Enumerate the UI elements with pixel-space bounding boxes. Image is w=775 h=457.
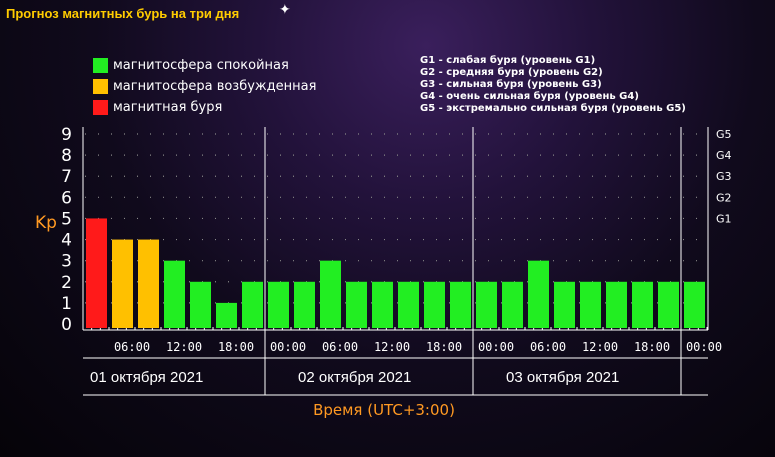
- time-tick-label: 18:00: [634, 340, 670, 354]
- kp-bar: [502, 281, 523, 328]
- y-tick-label: 5: [61, 209, 72, 229]
- y-tick-label: 9: [61, 125, 72, 145]
- sparkle-icon: ✦: [279, 2, 291, 18]
- page-title: Прогноз магнитных бурь на три дня: [6, 6, 240, 21]
- kp-bar: [242, 281, 263, 328]
- kp-bar: [190, 281, 211, 328]
- legend: магнитосфера спокойная магнитосфера возб…: [93, 55, 316, 118]
- g-tick-label: G4: [716, 149, 732, 162]
- legend-swatch-storm: [93, 100, 108, 115]
- g-level-g3: G3 - сильная буря (уровень G3): [420, 79, 602, 90]
- kp-bar: [86, 218, 107, 328]
- legend-item-storm: магнитная буря: [93, 97, 316, 118]
- g-tick-label: G1: [716, 212, 732, 225]
- kp-bar: [632, 281, 653, 328]
- day-label: 03 октября 2021: [506, 369, 619, 386]
- time-tick-label: 12:00: [582, 340, 618, 354]
- kp-bar: [398, 281, 419, 328]
- kp-bar: [606, 281, 627, 328]
- legend-label: магнитосфера спокойная: [113, 58, 289, 73]
- kp-bar: [580, 281, 601, 328]
- g-level-legend: G1 - слабая буря (уровень G1) G2 - средн…: [420, 55, 686, 115]
- y-tick-label: 6: [61, 188, 72, 208]
- kp-bar: [684, 281, 705, 328]
- kp-bar: [450, 281, 471, 328]
- g-tick-label: G2: [716, 191, 732, 204]
- time-tick-label: 06:00: [322, 340, 358, 354]
- legend-swatch-quiet: [93, 58, 108, 73]
- kp-bar: [164, 260, 185, 328]
- time-tick-label: 00:00: [478, 340, 514, 354]
- g-level-g2: G2 - средняя буря (уровень G2): [420, 67, 603, 78]
- time-tick-label: 06:00: [114, 340, 150, 354]
- kp-bar: [268, 281, 289, 328]
- legend-item-active: магнитосфера возбужденная: [93, 76, 316, 97]
- time-tick-label: 00:00: [686, 340, 722, 354]
- legend-item-quiet: магнитосфера спокойная: [93, 55, 316, 76]
- g-level-g4: G4 - очень сильная буря (уровень G4): [420, 91, 639, 102]
- time-tick-label: 12:00: [374, 340, 410, 354]
- kp-bar: [346, 281, 367, 328]
- y-axis-label: Kp: [35, 213, 57, 233]
- kp-bar: [476, 281, 497, 328]
- day-label: 02 октября 2021: [298, 369, 411, 386]
- day-label: 01 октября 2021: [90, 369, 203, 386]
- y-tick-label: 1: [61, 294, 72, 314]
- y-tick-label: 3: [61, 252, 72, 272]
- time-tick-label: 18:00: [218, 340, 254, 354]
- kp-bar: [294, 281, 315, 328]
- kp-bar: [320, 260, 341, 328]
- kp-bar: [112, 239, 133, 328]
- kp-bar: [554, 281, 575, 328]
- g-level-g1: G1 - слабая буря (уровень G1): [420, 55, 596, 66]
- y-tick-label: 2: [61, 273, 72, 293]
- y-tick-label: 7: [61, 167, 72, 187]
- kp-bar: [372, 281, 393, 328]
- kp-bar: [658, 281, 679, 328]
- kp-bar: [424, 281, 445, 328]
- y-tick-label: 4: [61, 231, 72, 251]
- g-level-g5: G5 - экстремально сильная буря (уровень …: [420, 103, 686, 114]
- time-tick-label: 18:00: [426, 340, 462, 354]
- g-tick-label: G5: [716, 128, 732, 141]
- kp-bar: [216, 302, 237, 328]
- y-tick-label: 0: [61, 315, 72, 335]
- time-tick-label: 00:00: [270, 340, 306, 354]
- kp-bar: [138, 239, 159, 328]
- time-tick-label: 06:00: [530, 340, 566, 354]
- y-tick-label: 8: [61, 146, 72, 166]
- legend-label: магнитная буря: [113, 100, 223, 115]
- g-tick-label: G3: [716, 170, 732, 183]
- time-tick-label: 12:00: [166, 340, 202, 354]
- legend-label: магнитосфера возбужденная: [113, 79, 317, 94]
- legend-swatch-active: [93, 79, 108, 94]
- kp-bar: [528, 260, 549, 328]
- x-axis-label: Время (UTC+3:00): [313, 401, 455, 419]
